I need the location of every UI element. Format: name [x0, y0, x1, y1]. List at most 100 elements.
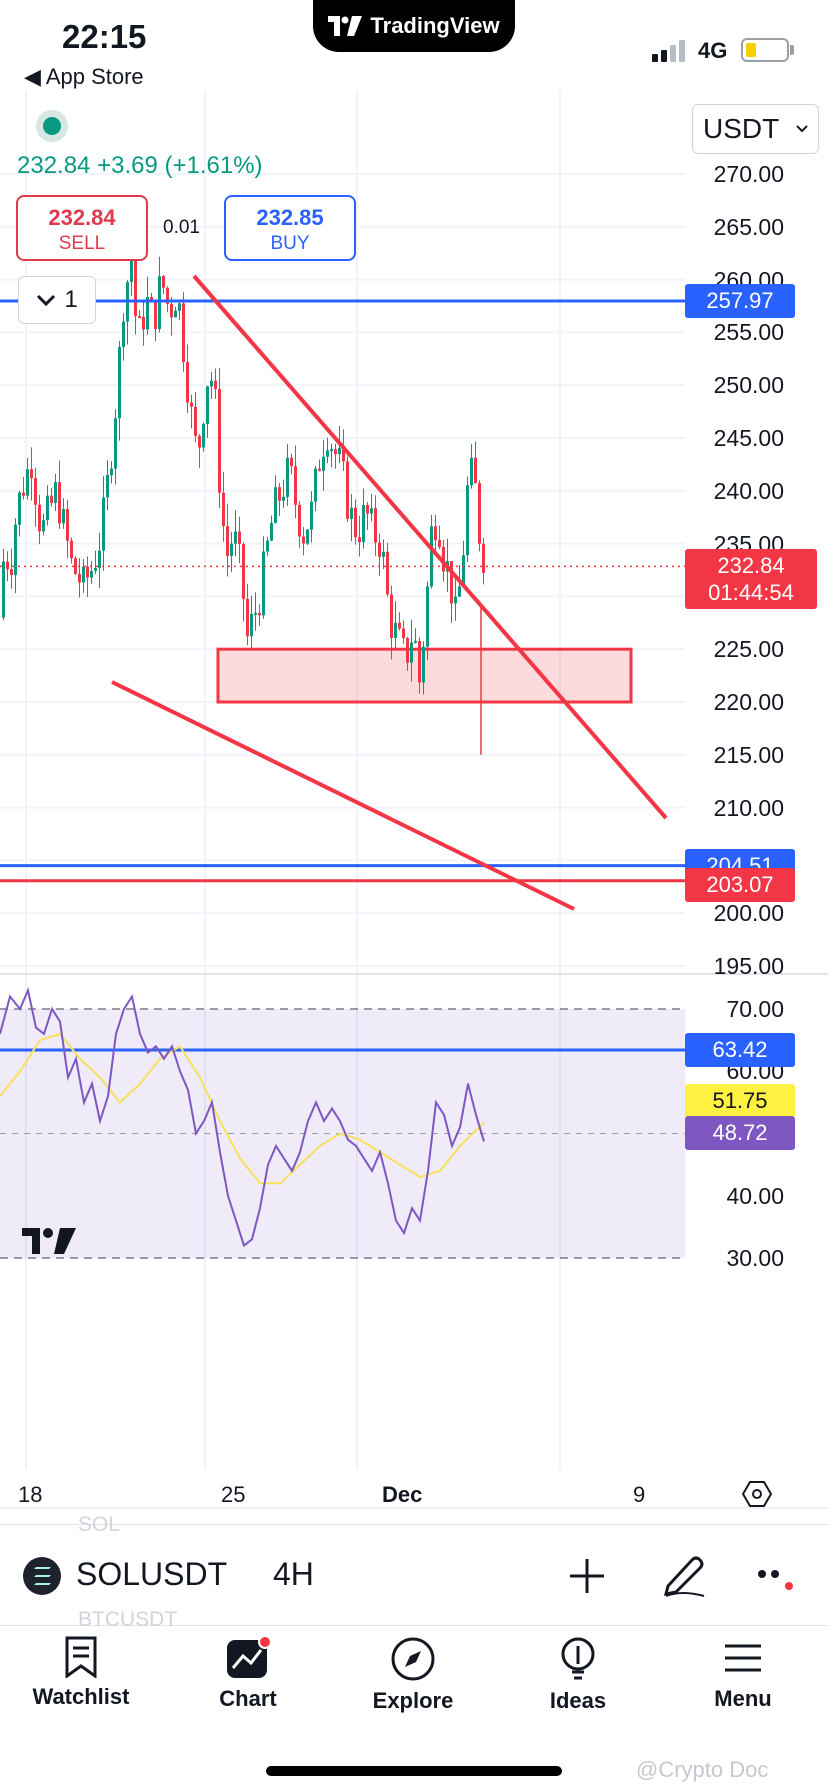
- sell-label: SELL: [58, 233, 106, 254]
- home-indicator[interactable]: [266, 1766, 562, 1776]
- ghost-symbol: SOL: [78, 1513, 121, 1536]
- plus-icon[interactable]: [568, 1557, 606, 1595]
- candle-body: [354, 507, 357, 538]
- currency-select[interactable]: USDT: [692, 104, 819, 154]
- nav-ideas[interactable]: Ideas: [503, 1636, 653, 1714]
- symbol-name[interactable]: SOLUSDT: [76, 1556, 228, 1592]
- candle-body: [58, 482, 61, 524]
- candle-body: [378, 542, 381, 557]
- candle-body: [286, 457, 289, 497]
- candle-body: [422, 646, 425, 683]
- candle-body: [70, 540, 73, 559]
- candle-body: [94, 567, 97, 572]
- settings-hex-icon[interactable]: [742, 1480, 772, 1508]
- nav-watchlist[interactable]: Watchlist: [6, 1636, 156, 1710]
- candle-body: [186, 362, 189, 403]
- candle-body: [134, 260, 137, 317]
- candle-body: [462, 555, 465, 587]
- bar-countdown: 01:44:54: [708, 580, 794, 606]
- candle-body: [254, 612, 257, 615]
- candle-body: [366, 504, 369, 514]
- candle-body: [466, 485, 469, 556]
- price-tick: 270.00: [713, 161, 784, 187]
- candle-body: [234, 531, 237, 544]
- candle-body: [394, 622, 397, 638]
- candle-body: [174, 310, 177, 318]
- collapse-legend-button[interactable]: 1: [18, 276, 96, 324]
- rsi-ma-line: [0, 1032, 485, 1185]
- price-chart[interactable]: [0, 90, 828, 1524]
- nav-label: Ideas: [549, 1688, 607, 1713]
- candle-body: [290, 457, 293, 467]
- candle-body: [82, 566, 85, 583]
- candle-body: [182, 303, 185, 363]
- nav-menu[interactable]: Menu: [668, 1636, 818, 1712]
- candle-body: [338, 448, 341, 455]
- symbol-bar: [0, 1524, 828, 1626]
- candle-body: [106, 475, 109, 498]
- candle-body: [198, 435, 201, 448]
- chevron-down-icon: [796, 125, 808, 133]
- price-tick: 195.00: [713, 953, 784, 979]
- candle-body: [62, 509, 65, 524]
- compass-icon: [391, 1637, 435, 1681]
- candle-body: [302, 536, 305, 544]
- candle-body: [18, 492, 21, 525]
- candle-body: [230, 543, 233, 556]
- buy-button[interactable]: 232.85 BUY: [224, 195, 356, 261]
- app-pill: TradingView: [313, 0, 515, 52]
- watermark: @Crypto Doc: [636, 1757, 769, 1782]
- candle-body: [130, 260, 133, 283]
- level-red-badge: 203.07: [685, 867, 795, 902]
- candle-body: [390, 594, 393, 638]
- price-tick: 240.00: [713, 477, 784, 504]
- candle-body: [306, 529, 309, 544]
- candle-body: [382, 551, 385, 557]
- candle-body: [210, 380, 213, 387]
- candle-body: [474, 457, 477, 484]
- candle-body: [154, 301, 157, 329]
- trendlines: [111, 274, 668, 911]
- candle-body: [10, 569, 13, 575]
- timeframe-button[interactable]: 4H: [273, 1556, 314, 1592]
- candle-body: [34, 478, 37, 505]
- chart-icon: [227, 1636, 271, 1678]
- candle-body: [246, 598, 249, 637]
- price-tick: 210.00: [713, 794, 784, 821]
- battery-icon: [741, 38, 789, 62]
- more-icon[interactable]: [756, 1566, 796, 1590]
- candle-body: [90, 571, 93, 578]
- status-time: 22:15: [62, 18, 147, 55]
- candle-body: [138, 316, 141, 319]
- candle-body: [158, 276, 161, 329]
- candle-body: [178, 303, 181, 311]
- candle-body: [406, 638, 409, 663]
- candle-body: [122, 321, 125, 348]
- candle-body: [342, 448, 345, 462]
- candle-body: [190, 402, 193, 407]
- candle-body: [298, 504, 301, 537]
- candle-body: [374, 508, 377, 543]
- candle-body: [66, 509, 69, 541]
- candle-body: [478, 483, 481, 544]
- candle-body: [6, 561, 9, 570]
- back-to-app-store-link[interactable]: ◀ App Store: [24, 64, 144, 89]
- time-tick: 18: [18, 1482, 43, 1507]
- candle-body: [274, 487, 277, 523]
- nav-label: Menu: [714, 1686, 772, 1711]
- candle-body: [142, 316, 145, 330]
- candle-body: [26, 469, 29, 496]
- candle-body: [350, 507, 353, 519]
- nav-explore[interactable]: Explore: [338, 1636, 488, 1714]
- drawing-pen-icon[interactable]: [662, 1552, 708, 1598]
- candle-body: [398, 622, 401, 629]
- candle-body: [330, 449, 333, 452]
- nav-chart[interactable]: Chart: [173, 1636, 323, 1712]
- watchlist-icon: [65, 1636, 97, 1678]
- sell-button[interactable]: 232.84 SELL: [16, 195, 148, 261]
- market-open-indicator: [36, 110, 68, 142]
- nav-label: Chart: [219, 1686, 277, 1711]
- candle-body: [410, 642, 413, 663]
- price-change-quote: 232.84 +3.69 (+1.61%): [17, 152, 263, 179]
- candle-body: [258, 612, 261, 616]
